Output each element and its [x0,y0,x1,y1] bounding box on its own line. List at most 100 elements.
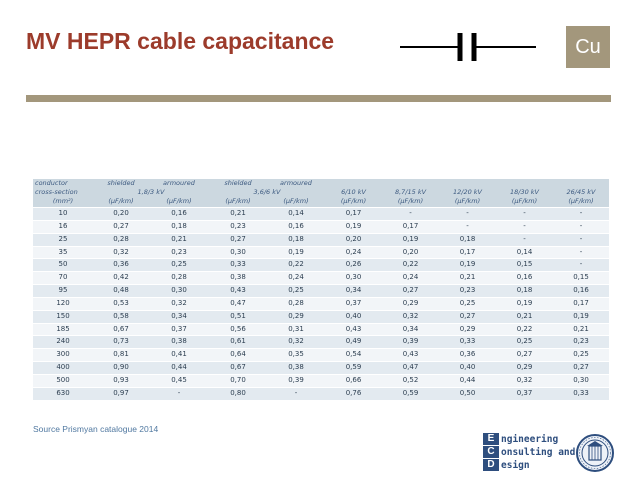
capacitance-cell: 0,37 [325,296,382,311]
capacitance-cell: 0,18 [496,284,553,298]
capacitance-cell: 0,29 [439,322,496,336]
table-row: 630 0,97-0,80-0,76 0,59 0,50 0,37 0,33 [33,386,609,400]
capacitance-cell: - [439,219,496,234]
capacitance-cell: 0,16 [553,284,609,298]
capacitance-cell: 0,34 [325,284,382,298]
logo-word: ngineering [501,434,559,445]
capacitance-cell: 0,35 [267,348,325,362]
capacitance-cell: 0,31 [267,322,325,336]
header-conductor: conductor [35,179,68,187]
logo-word: onsulting and [501,447,576,458]
capacitance-cell: 0,32 [149,296,209,311]
capacitance-cell: 0,19 [382,232,439,247]
capacitance-cell: 0,15 [553,271,609,285]
capacitance-cell: 0,43 [325,322,382,336]
table-row: 35 0,32 0,23 0,30 0,19 0,24 0,20 0,17 0,14- [33,245,609,259]
capacitance-cell: 0,64 [209,348,267,362]
capacitance-cell: 0,32 [267,335,325,349]
table-row: 400 0,90 0,44 0,67 0,38 0,59 0,47 0,40 0,29 0,27 [33,361,609,375]
header-unit: (μF/km) [511,197,538,205]
capacitance-cell: 0,21 [149,232,209,247]
capacitance-cell: 0,90 [93,361,149,375]
capacitance-cell: 0,20 [325,232,382,247]
capacitance-cell: 0,52 [382,373,439,388]
header-voltage-6-10: 6/10 kV [341,187,366,196]
capacitance-cell: 0,93 [93,373,149,388]
capacitance-cell: 0,67 [93,322,149,336]
company-logo: E C D ngineering onsulting and esign [483,433,576,473]
capacitance-cell: 0,59 [382,386,439,400]
capacitance-cell: - [496,219,553,234]
capacitance-cell: 0,32 [93,245,149,259]
capacitance-cell: 0,43 [382,348,439,362]
table-row: 300 0,81 0,41 0,64 0,35 0,54 0,43 0,36 0,27 0,25 [33,348,609,362]
capacitance-cell: 0,21 [553,322,609,336]
capacitance-cell: - [553,232,609,247]
capacitance-cell: 0,34 [149,309,209,324]
capacitance-cell: 0,26 [325,258,382,272]
capacitance-cell: 0,27 [496,348,553,362]
table-row: 16 0,27 0,18 0,23 0,16 0,19 0,17- - - [33,219,609,234]
capacitance-cell: 0,66 [325,373,382,388]
capacitance-cell: 0,56 [209,322,267,336]
cross-section-cell: 630 [33,386,93,400]
capacitance-cell: 0,32 [382,309,439,324]
capacitance-cell: 0,67 [209,361,267,375]
capacitance-cell: 0,38 [267,361,325,375]
capacitance-cell: 0,80 [209,386,267,400]
capacitance-cell: 0,41 [149,348,209,362]
source-caption: Source Prismyan catalogue 2014 [33,424,159,434]
capacitance-cell: - [496,232,553,247]
capacitance-cell: 0,34 [382,322,439,336]
capacitance-cell: 0,45 [149,373,209,388]
capacitance-cell: 0,22 [382,258,439,272]
cross-section-cell: 25 [33,232,93,247]
capacitance-cell: 0,29 [496,361,553,375]
capacitance-cell: 0,36 [93,258,149,272]
logo-letter: C [483,446,499,458]
header-voltage-8-7-15: 8,7/15 kV [394,187,427,196]
capacitance-cell: 0,49 [325,335,382,349]
cross-section-cell: 35 [33,245,93,259]
capacitance-cell: 0,23 [149,245,209,259]
capacitance-cell: 0,39 [267,373,325,388]
cross-section-cell: 500 [33,373,93,388]
capacitance-cell: 0,30 [325,271,382,285]
header-armoured-1: armoured [163,179,195,187]
capacitance-cell: 0,47 [382,361,439,375]
capacitance-cell: 0,22 [496,322,553,336]
capacitance-cell: 0,22 [267,258,325,272]
capacitance-cell: 0,32 [496,373,553,388]
capacitance-cell: 0,70 [209,373,267,388]
cross-section-cell: 120 [33,296,93,311]
copper-badge: Cu [566,26,610,68]
cross-section-cell: 240 [33,335,93,349]
header-unit: (μF/km) [340,197,367,205]
capacitance-cell: 0,25 [496,335,553,349]
capacitance-cell: - [553,258,609,272]
logo-letter: E [483,433,499,445]
table-row: 240 0,73 0,38 0,61 0,32 0,49 0,39 0,33 0,25 0,23 [33,335,609,349]
capacitance-cell: 0,51 [209,309,267,324]
capacitance-cell: 0,24 [325,245,382,259]
table-row: 95 0,48 0,30 0,43 0,25 0,34 0,27 0,23 0,18 0,16 [33,284,609,298]
cross-section-cell: 70 [33,271,93,285]
table-row: 150 0,58 0,34 0,51 0,29 0,40 0,32 0,27 0,21 0,19 [33,309,609,324]
capacitance-cell: 0,25 [553,348,609,362]
capacitance-cell: 0,40 [439,361,496,375]
capacitance-cell: 0,33 [553,386,609,400]
capacitance-cell: 0,17 [553,296,609,311]
capacitance-cell: 0,27 [439,309,496,324]
cross-section-cell: 10 [33,207,93,221]
capacitance-cell: - [553,245,609,259]
capacitance-cell: - [496,207,553,221]
capacitance-cell: 0,23 [439,284,496,298]
capacitance-cell: 0,61 [209,335,267,349]
cross-section-cell: 16 [33,219,93,234]
capacitance-cell: 0,39 [382,335,439,349]
table-row: 10 0,20 0,16 0,21 0,14 0,17- - - - [33,207,609,221]
capacitance-cell: 0,73 [93,335,149,349]
header-voltage-26-45: 26/45 kV [566,187,596,196]
capacitance-cell: 0,29 [267,309,325,324]
capacitance-cell: - [553,219,609,234]
